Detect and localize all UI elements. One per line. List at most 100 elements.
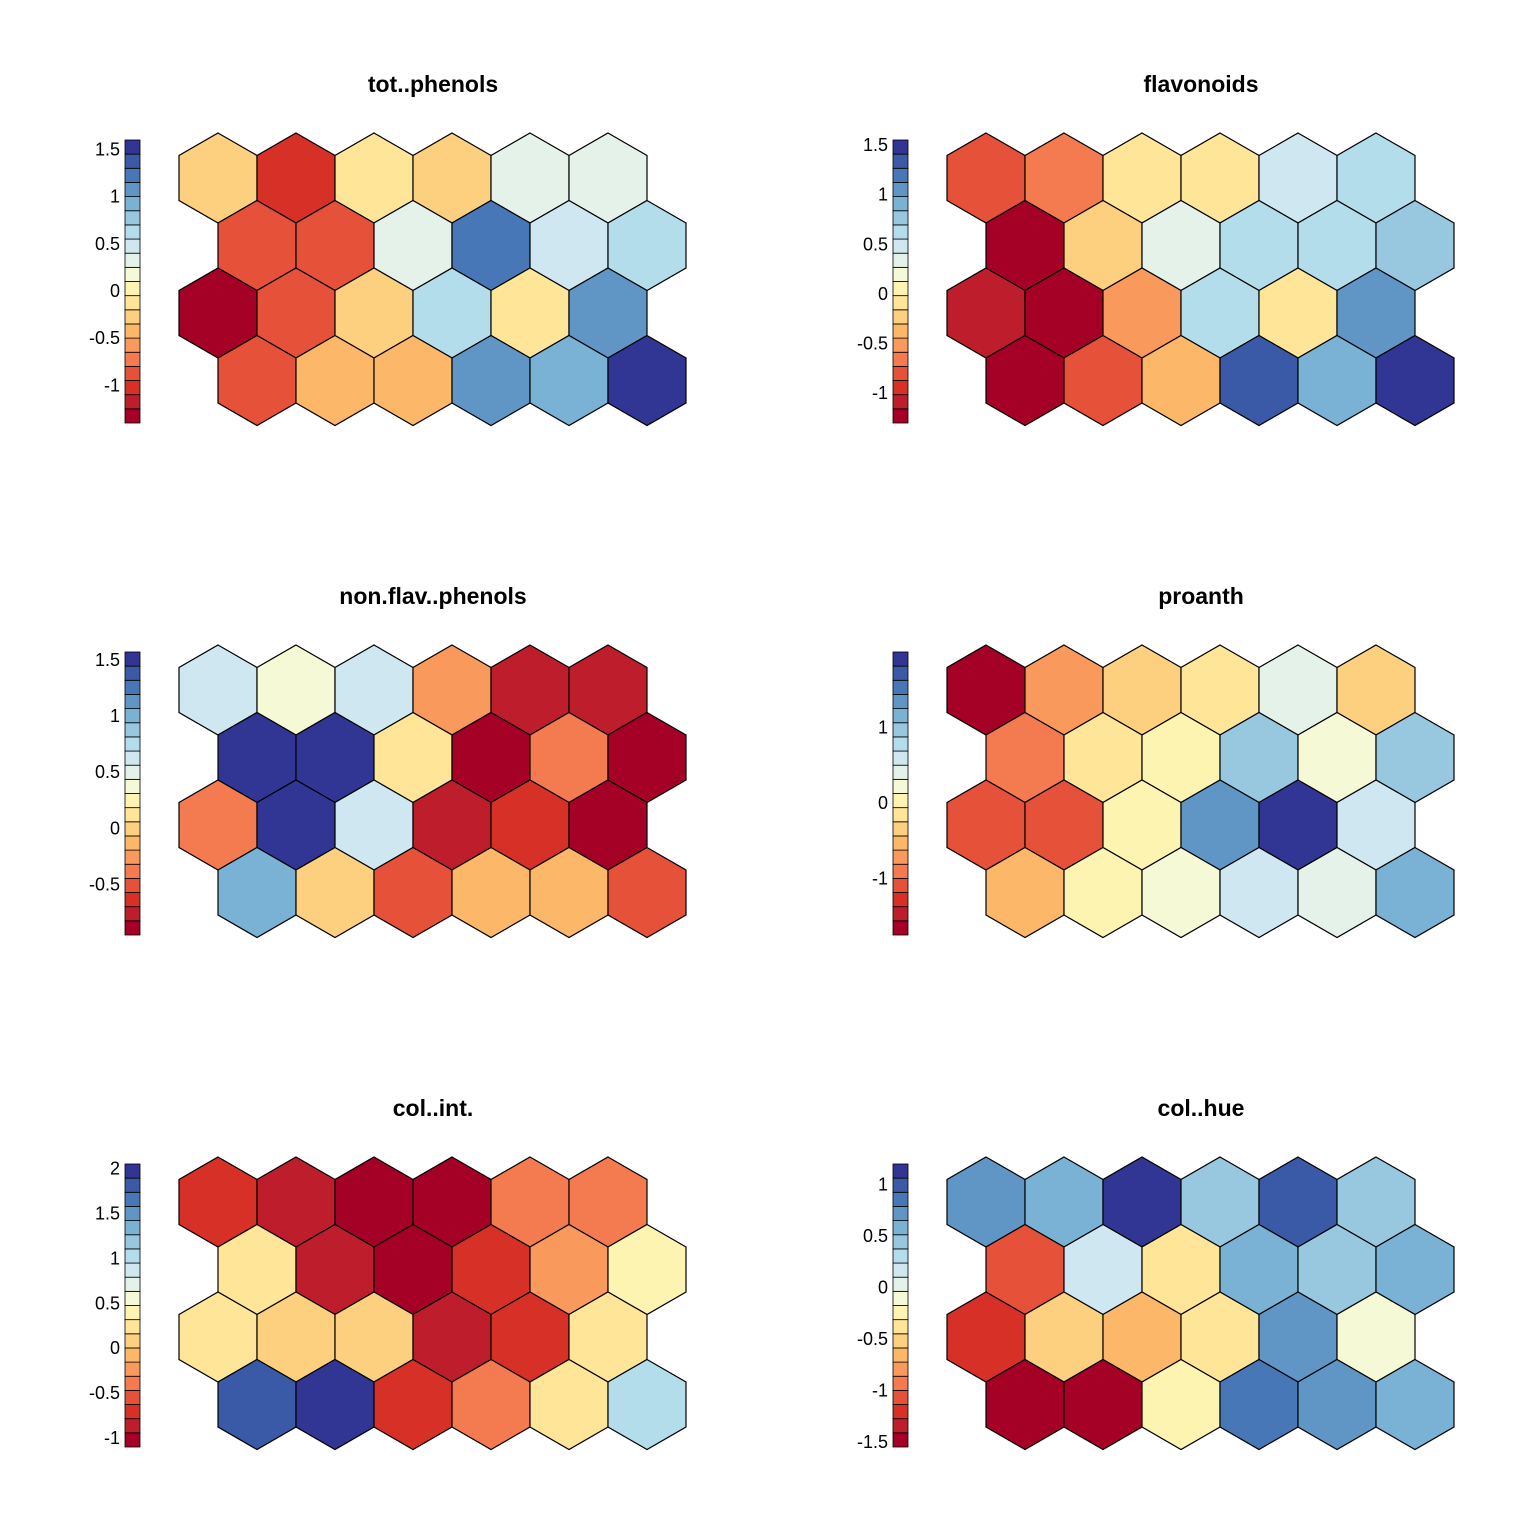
colorbar-cell bbox=[892, 1418, 909, 1434]
colorbar-cell bbox=[892, 224, 909, 240]
colorbar-tick-label: -1.5 bbox=[857, 1432, 888, 1452]
colorbar-cell bbox=[892, 295, 909, 311]
colorbar-cell bbox=[892, 694, 909, 710]
colorbar-cell bbox=[124, 210, 141, 226]
colorbar-cell bbox=[124, 1234, 141, 1250]
colorbar-cell bbox=[124, 1177, 141, 1193]
colorbar-cell bbox=[892, 1333, 909, 1349]
panel-title: flavonoids bbox=[1143, 71, 1258, 97]
colorbar-cell bbox=[892, 878, 909, 893]
colorbar-cell bbox=[124, 722, 141, 738]
colorbar-cell bbox=[892, 337, 909, 353]
hex-grid bbox=[946, 1156, 1455, 1451]
colorbar-cell bbox=[892, 1290, 909, 1306]
colorbar-cell bbox=[124, 1276, 141, 1292]
colorbar-cell bbox=[892, 323, 909, 339]
colorbar-tick-label: 1.5 bbox=[863, 135, 888, 155]
colorbar-cell bbox=[124, 394, 141, 410]
hex-cell bbox=[607, 334, 687, 427]
colorbar-tick-label: 0.5 bbox=[95, 1293, 120, 1313]
colorbar-cell bbox=[124, 196, 141, 212]
colorbar-cell bbox=[892, 365, 909, 381]
colorbar: 1.5 1 0.5 0 -0.5 bbox=[89, 650, 141, 936]
colorbar-tick-label: 1 bbox=[110, 187, 120, 207]
colorbar-cell bbox=[124, 238, 141, 254]
colorbar-cell bbox=[892, 1305, 909, 1321]
colorbar-cell bbox=[124, 1390, 141, 1405]
colorbar-tick-label: 1 bbox=[878, 1175, 888, 1195]
colorbar-cell bbox=[892, 266, 909, 282]
colorbar-cell bbox=[124, 1248, 141, 1264]
colorbar-cell bbox=[124, 167, 141, 183]
colorbar-cell bbox=[124, 252, 141, 268]
colorbar: 1.5 1 0.5 0 -0.5 -1 bbox=[89, 139, 141, 424]
panel-title: col..int. bbox=[393, 1095, 474, 1121]
colorbar-cell bbox=[124, 309, 141, 325]
colorbar-cell bbox=[124, 1418, 141, 1434]
colorbar-tick-label: 1.5 bbox=[95, 1203, 120, 1223]
colorbar-cell bbox=[892, 1206, 909, 1221]
colorbar-cell bbox=[124, 807, 141, 823]
colorbar-cell bbox=[892, 1163, 909, 1179]
hex-cell bbox=[1375, 334, 1455, 427]
colorbar: 1.5 1 0.5 0 -0.5 -1 bbox=[857, 135, 909, 424]
colorbar-cell bbox=[124, 139, 141, 155]
colorbar-cell bbox=[124, 1220, 141, 1236]
colorbar-cell bbox=[124, 1361, 141, 1377]
colorbar-cell bbox=[124, 323, 141, 339]
hex-cell bbox=[1375, 1358, 1455, 1451]
colorbar-cell bbox=[892, 807, 909, 823]
colorbar-cell bbox=[124, 920, 141, 936]
colorbar-cell bbox=[892, 778, 909, 794]
colorbar-tick-label: 1 bbox=[878, 717, 888, 737]
colorbar-tick-label: -0.5 bbox=[89, 874, 120, 894]
colorbar-cell bbox=[124, 778, 141, 794]
colorbar-cell bbox=[892, 182, 909, 197]
colorbar-cell bbox=[892, 849, 909, 865]
colorbar-cell bbox=[892, 651, 909, 667]
colorbar-tick-label: -1 bbox=[104, 1428, 120, 1448]
hex-cell bbox=[607, 1358, 687, 1451]
colorbar-cell bbox=[892, 736, 909, 752]
colorbar-cell bbox=[124, 863, 141, 879]
panel-4: proanth 1 0 -1 bbox=[872, 583, 1455, 939]
colorbar-cell bbox=[892, 1404, 909, 1420]
colorbar-cell bbox=[124, 1191, 141, 1207]
colorbar-tick-label: 0.5 bbox=[95, 234, 120, 254]
colorbar-cell bbox=[124, 665, 141, 681]
colorbar-cell bbox=[124, 1347, 141, 1363]
colorbar-cell bbox=[892, 920, 909, 936]
hex-cell bbox=[607, 846, 687, 939]
colorbar-cell bbox=[124, 793, 141, 809]
colorbar-cell bbox=[124, 708, 141, 724]
colorbar-tick-label: 1 bbox=[878, 185, 888, 205]
colorbar-cell bbox=[124, 1305, 141, 1321]
colorbar-cell bbox=[124, 1262, 141, 1278]
panel-1: tot..phenols 1.5 1 0.5 0 -0.5 -1 bbox=[89, 71, 687, 427]
colorbar-cell bbox=[892, 1262, 909, 1278]
panel-5: col..int. 2 1.5 1 0.5 0 -0.5 -1 bbox=[89, 1095, 687, 1451]
colorbar-cell bbox=[124, 1163, 141, 1179]
colorbar-cell bbox=[124, 892, 141, 908]
colorbar-cell bbox=[892, 906, 909, 922]
colorbar-cell bbox=[124, 1333, 141, 1349]
colorbar-cell bbox=[124, 1290, 141, 1306]
colorbar-tick-label: 0 bbox=[878, 284, 888, 304]
colorbar-tick-label: 0 bbox=[878, 793, 888, 813]
colorbar-cell bbox=[124, 281, 141, 297]
colorbar-cell bbox=[892, 394, 909, 410]
colorbar-cell bbox=[124, 153, 141, 169]
colorbar-tick-label: 0.5 bbox=[95, 762, 120, 782]
colorbar-cell bbox=[892, 1220, 909, 1236]
colorbar-tick-label: 0.5 bbox=[863, 1226, 888, 1246]
hex-grid bbox=[178, 1156, 687, 1451]
colorbar-cell bbox=[124, 1375, 141, 1391]
colorbar: 1 0.5 0 -0.5 -1 -1.5 bbox=[857, 1163, 909, 1452]
colorbar-cell bbox=[892, 1361, 909, 1377]
colorbar-tick-label: 0 bbox=[110, 1338, 120, 1358]
colorbar-tick-label: 1 bbox=[110, 1248, 120, 1268]
hex-grid bbox=[946, 644, 1455, 939]
colorbar-cell bbox=[892, 408, 909, 424]
hex-grid bbox=[946, 132, 1455, 427]
colorbar-cell bbox=[892, 196, 909, 212]
